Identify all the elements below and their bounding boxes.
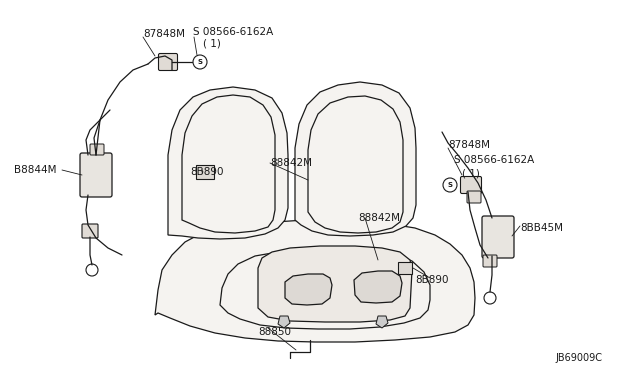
Text: 88850: 88850 [258,327,291,337]
Polygon shape [155,220,475,342]
FancyBboxPatch shape [482,216,514,258]
Polygon shape [168,87,288,239]
Polygon shape [220,249,430,329]
Bar [398,262,412,274]
Text: ( 1): ( 1) [203,39,221,49]
Text: S: S [198,59,202,65]
Text: S 08566-6162A: S 08566-6162A [193,27,273,37]
Text: S: S [447,182,452,188]
Text: S 08566-6162A: S 08566-6162A [454,155,534,165]
Text: 88842M: 88842M [358,213,400,223]
Text: JB69009C: JB69009C [555,353,602,363]
Circle shape [484,292,496,304]
Polygon shape [258,246,412,322]
Bar [196,165,214,179]
Text: 8B890: 8B890 [415,275,449,285]
Text: 8B890: 8B890 [190,167,223,177]
FancyBboxPatch shape [82,224,98,238]
Circle shape [443,178,457,192]
FancyBboxPatch shape [159,54,177,71]
FancyBboxPatch shape [483,255,497,267]
Polygon shape [278,316,290,328]
Circle shape [86,264,98,276]
Polygon shape [308,96,403,233]
Polygon shape [285,274,332,305]
Text: ( 1): ( 1) [462,168,480,178]
Polygon shape [295,82,416,236]
Text: 88842M: 88842M [270,158,312,168]
Polygon shape [376,316,388,328]
FancyBboxPatch shape [80,153,112,197]
Text: 87848M: 87848M [143,29,185,39]
Text: 87848M: 87848M [448,140,490,150]
Text: B8844M: B8844M [14,165,56,175]
Circle shape [193,55,207,69]
FancyBboxPatch shape [461,176,481,193]
Polygon shape [182,95,275,233]
FancyBboxPatch shape [90,144,104,155]
FancyBboxPatch shape [467,191,481,203]
Polygon shape [354,271,402,303]
Text: 8BB45M: 8BB45M [520,223,563,233]
